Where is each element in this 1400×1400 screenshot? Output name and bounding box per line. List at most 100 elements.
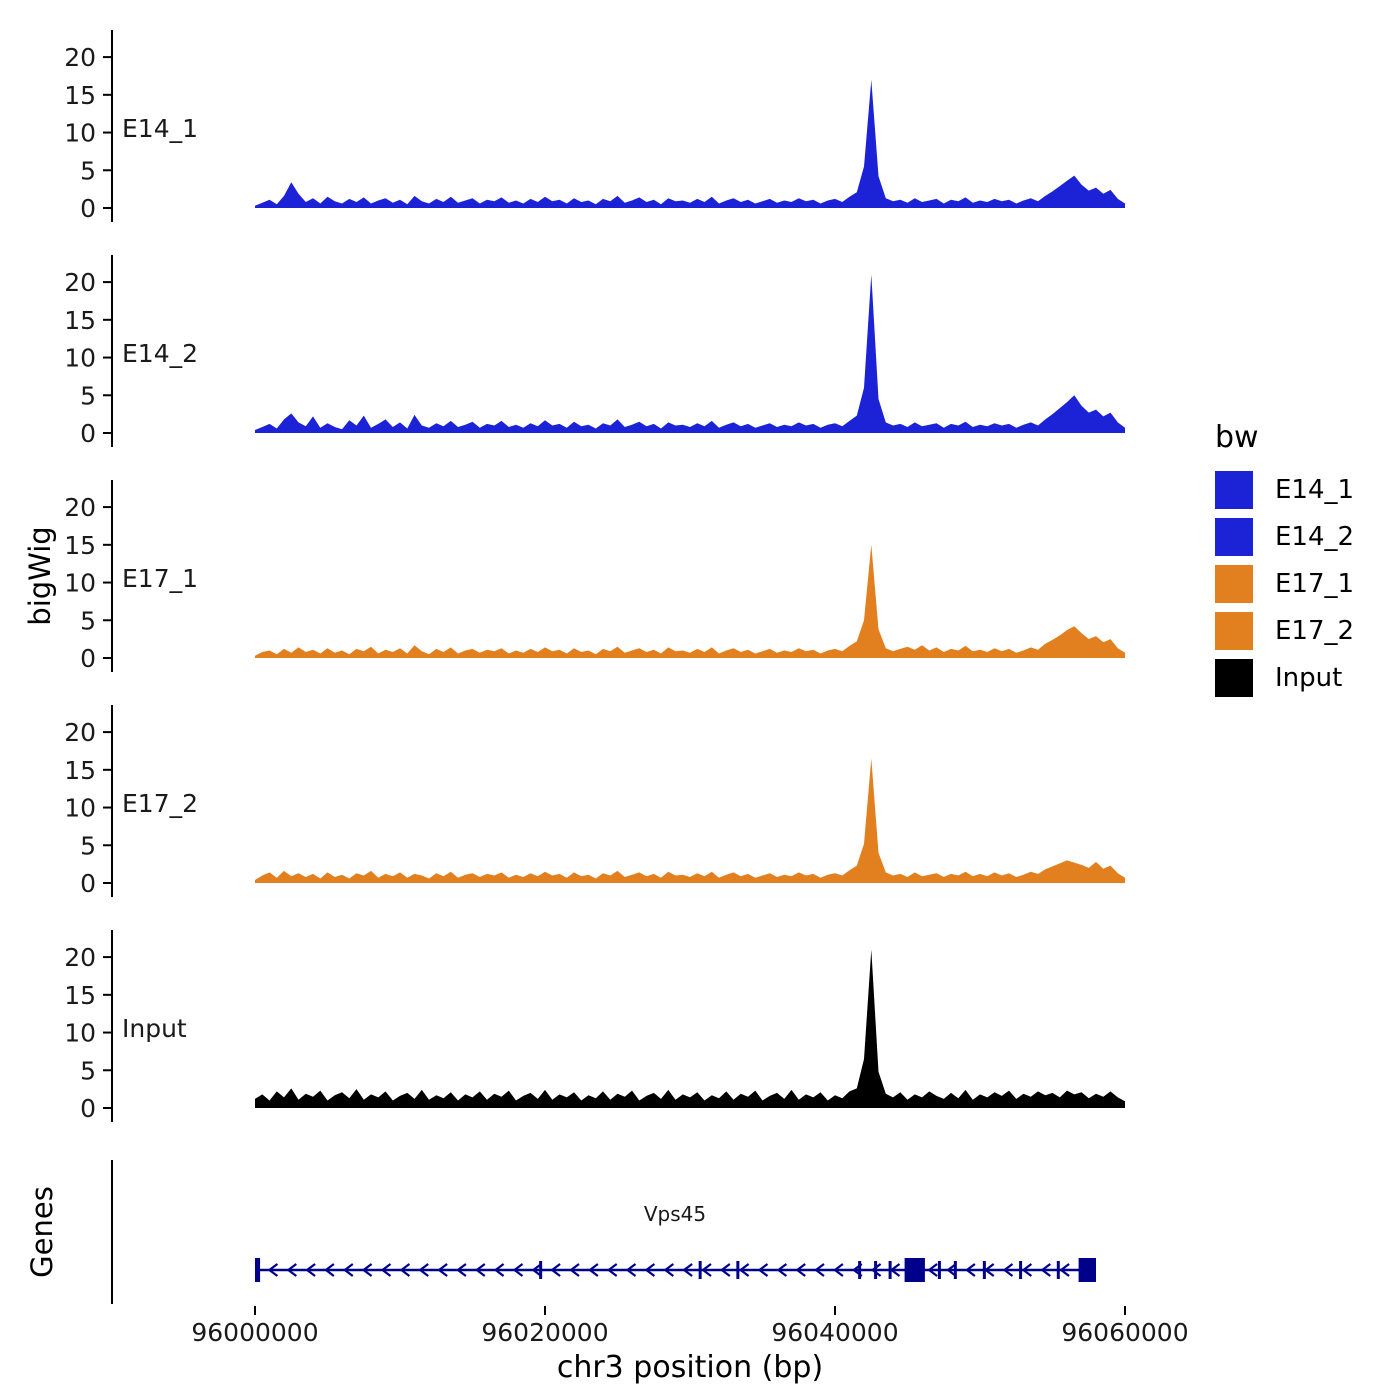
y-tick-label: 20 [64, 268, 96, 297]
gene-strand-arrow [418, 1263, 429, 1277]
legend-item: E17_2 [1215, 612, 1354, 650]
y-tick-label: 5 [80, 606, 96, 635]
gene-strand-arrow [456, 1263, 467, 1277]
gene-strand-arrow [701, 1263, 712, 1277]
y-tick-label: 20 [64, 493, 96, 522]
x-axis-title: chr3 position (bp) [556, 1350, 824, 1385]
y-tick-label: 15 [64, 306, 96, 335]
track-label: E14_1 [122, 114, 199, 143]
signal-track-graphic: 0 5 10 15 20 [64, 255, 1125, 448]
legend-item: Input [1215, 659, 1354, 697]
gene-cds-block [255, 1258, 261, 1282]
y-tick-label: 20 [64, 943, 96, 972]
legend-item-label: E17_1 [1275, 569, 1355, 599]
gene-strand-arrow [1021, 1263, 1033, 1277]
y-tick-label: 0 [80, 644, 96, 673]
gene-strand-arrow [324, 1263, 335, 1277]
legend-swatch [1215, 612, 1253, 650]
gene-label: Vps45 [643, 1202, 707, 1226]
y-tick-label: 5 [80, 831, 96, 860]
gene-strand-arrow [946, 1263, 957, 1277]
y-tick-label: 5 [80, 156, 96, 185]
y-tick-label: 10 [64, 794, 96, 823]
gene-strand-arrow [342, 1263, 354, 1277]
x-tick [1124, 1306, 1126, 1315]
gene-strand-arrow [1002, 1263, 1014, 1277]
signal-area [255, 79, 1125, 208]
y-tick-label: 10 [64, 344, 96, 373]
x-tick [254, 1306, 256, 1315]
gene-strand-arrow [380, 1263, 392, 1277]
signal-track-graphic: 0 5 10 15 20 [64, 705, 1125, 898]
gene-model-graphic [111, 1160, 1096, 1304]
y-tick-label: 5 [80, 1056, 96, 1085]
gene-strand-arrow [663, 1263, 674, 1277]
signal-track-graphic: 0 5 10 15 20 [64, 480, 1125, 673]
legend-title: bw [1215, 420, 1259, 455]
track-panel: 0 5 10 15 20 [0, 28, 1400, 224]
track-label: E14_2 [122, 339, 199, 368]
gene-track-panel: Vps45 [0, 1158, 1400, 1306]
y-tick-label: 10 [64, 119, 96, 148]
y-tick-label: 15 [64, 81, 96, 110]
gene-strand-arrow [569, 1263, 580, 1277]
gene-strand-arrow [361, 1263, 373, 1277]
legend-item: E14_2 [1215, 518, 1354, 556]
legend: bw E14_1 E14_2 E17_1 E17_2 Input [1215, 420, 1354, 706]
gene-strand-arrow [512, 1263, 524, 1277]
y-tick-label: 20 [64, 43, 96, 72]
gene-strand-arrow [531, 1263, 542, 1277]
legend-item-label: E17_2 [1275, 616, 1355, 646]
signal-track-graphic: 0 5 10 15 20 [64, 30, 1125, 223]
gene-strand-arrow [606, 1263, 618, 1277]
gene-cds-block [1078, 1258, 1096, 1282]
legend-swatch [1215, 565, 1253, 603]
x-tick-label: 96040000 [771, 1318, 899, 1347]
gene-strand-arrow [588, 1263, 599, 1277]
signal-area [255, 274, 1125, 433]
gene-strand-arrow [738, 1263, 750, 1277]
track-label: E17_2 [122, 789, 199, 818]
gene-strand-arrow [965, 1263, 976, 1277]
y-tick-label: 20 [64, 718, 96, 747]
track-panel: 0 5 10 15 20 [0, 253, 1400, 449]
legend-item: E17_1 [1215, 565, 1354, 603]
signal-track-graphic: 0 5 10 15 20 [64, 930, 1125, 1123]
gene-strand-arrow [286, 1263, 297, 1277]
gene-strand-arrow [474, 1263, 486, 1277]
track-label: Input [122, 1014, 187, 1043]
gene-strand-arrow [870, 1263, 882, 1277]
x-tick [544, 1306, 546, 1315]
signal-area [255, 949, 1125, 1108]
y-tick-label: 0 [80, 194, 96, 223]
signal-area [255, 544, 1125, 658]
y-tick-label: 0 [80, 419, 96, 448]
legend-swatch [1215, 659, 1253, 697]
gene-cds-block [904, 1258, 925, 1282]
y-tick-label: 10 [64, 569, 96, 598]
x-tick [834, 1306, 836, 1315]
legend-item-label: E14_1 [1275, 475, 1355, 505]
x-tick-label: 96060000 [1061, 1318, 1189, 1347]
track-panel: 0 5 10 15 20 [0, 478, 1400, 674]
gene-strand-arrow [719, 1263, 731, 1277]
gene-strand-arrow [1040, 1263, 1051, 1277]
gene-strand-arrow [682, 1263, 693, 1277]
y-tick-label: 15 [64, 756, 96, 785]
track-label: E17_1 [122, 564, 199, 593]
legend-item-label: E14_2 [1275, 522, 1355, 552]
gene-strand-arrow [305, 1263, 316, 1277]
legend-item: E14_1 [1215, 471, 1354, 509]
gene-strand-arrow [550, 1263, 561, 1277]
gene-strand-arrow [757, 1263, 769, 1277]
gene-strand-arrow [644, 1263, 656, 1277]
y-tick-label: 5 [80, 381, 96, 410]
gene-strand-arrow [927, 1263, 938, 1277]
gene-strand-arrow [437, 1263, 448, 1277]
gene-strand-arrow [833, 1263, 844, 1277]
x-tick-label: 96020000 [481, 1318, 609, 1347]
track-panel: 0 5 10 15 20 [0, 703, 1400, 899]
y-tick-label: 0 [80, 1094, 96, 1123]
gene-strand-arrow [399, 1263, 411, 1277]
